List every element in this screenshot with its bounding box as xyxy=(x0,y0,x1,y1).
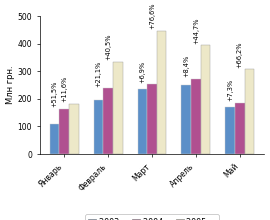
Bar xyxy=(157,31,167,154)
Bar xyxy=(191,79,201,154)
Bar xyxy=(235,103,245,154)
Bar xyxy=(59,109,69,154)
Text: +44,7%: +44,7% xyxy=(193,17,199,44)
Text: +6,9%: +6,9% xyxy=(139,61,145,82)
Text: +66,2%: +66,2% xyxy=(237,41,243,68)
Bar xyxy=(245,69,254,154)
Bar xyxy=(225,106,235,154)
Bar xyxy=(181,84,191,154)
Text: +21,1%: +21,1% xyxy=(96,61,102,87)
Text: +8,4%: +8,4% xyxy=(183,55,189,77)
Y-axis label: Млн грн.: Млн грн. xyxy=(6,66,15,104)
Bar xyxy=(69,104,79,154)
Text: +11,6%: +11,6% xyxy=(61,76,67,102)
Text: +51,5%: +51,5% xyxy=(52,81,58,107)
Bar xyxy=(147,84,157,154)
Text: +7,3%: +7,3% xyxy=(227,79,233,101)
Bar xyxy=(50,124,59,154)
Bar xyxy=(103,88,113,154)
Bar xyxy=(137,89,147,154)
Bar xyxy=(113,62,123,154)
Text: +76,6%: +76,6% xyxy=(149,3,155,29)
Bar xyxy=(201,45,210,154)
Bar xyxy=(94,100,103,154)
Legend: 2003 г., 2004 г., 2005 г.: 2003 г., 2004 г., 2005 г. xyxy=(85,214,219,220)
Text: +40,5%: +40,5% xyxy=(105,33,111,60)
